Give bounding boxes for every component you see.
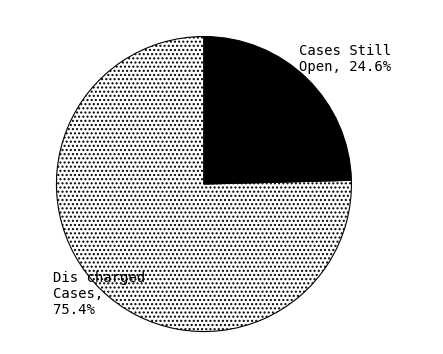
- Text: Cases Still
Open, 24.6%: Cases Still Open, 24.6%: [299, 44, 391, 74]
- Wedge shape: [56, 36, 351, 332]
- Text: Dis charged
Cases,
75.4%: Dis charged Cases, 75.4%: [53, 271, 145, 318]
- Wedge shape: [204, 36, 351, 184]
